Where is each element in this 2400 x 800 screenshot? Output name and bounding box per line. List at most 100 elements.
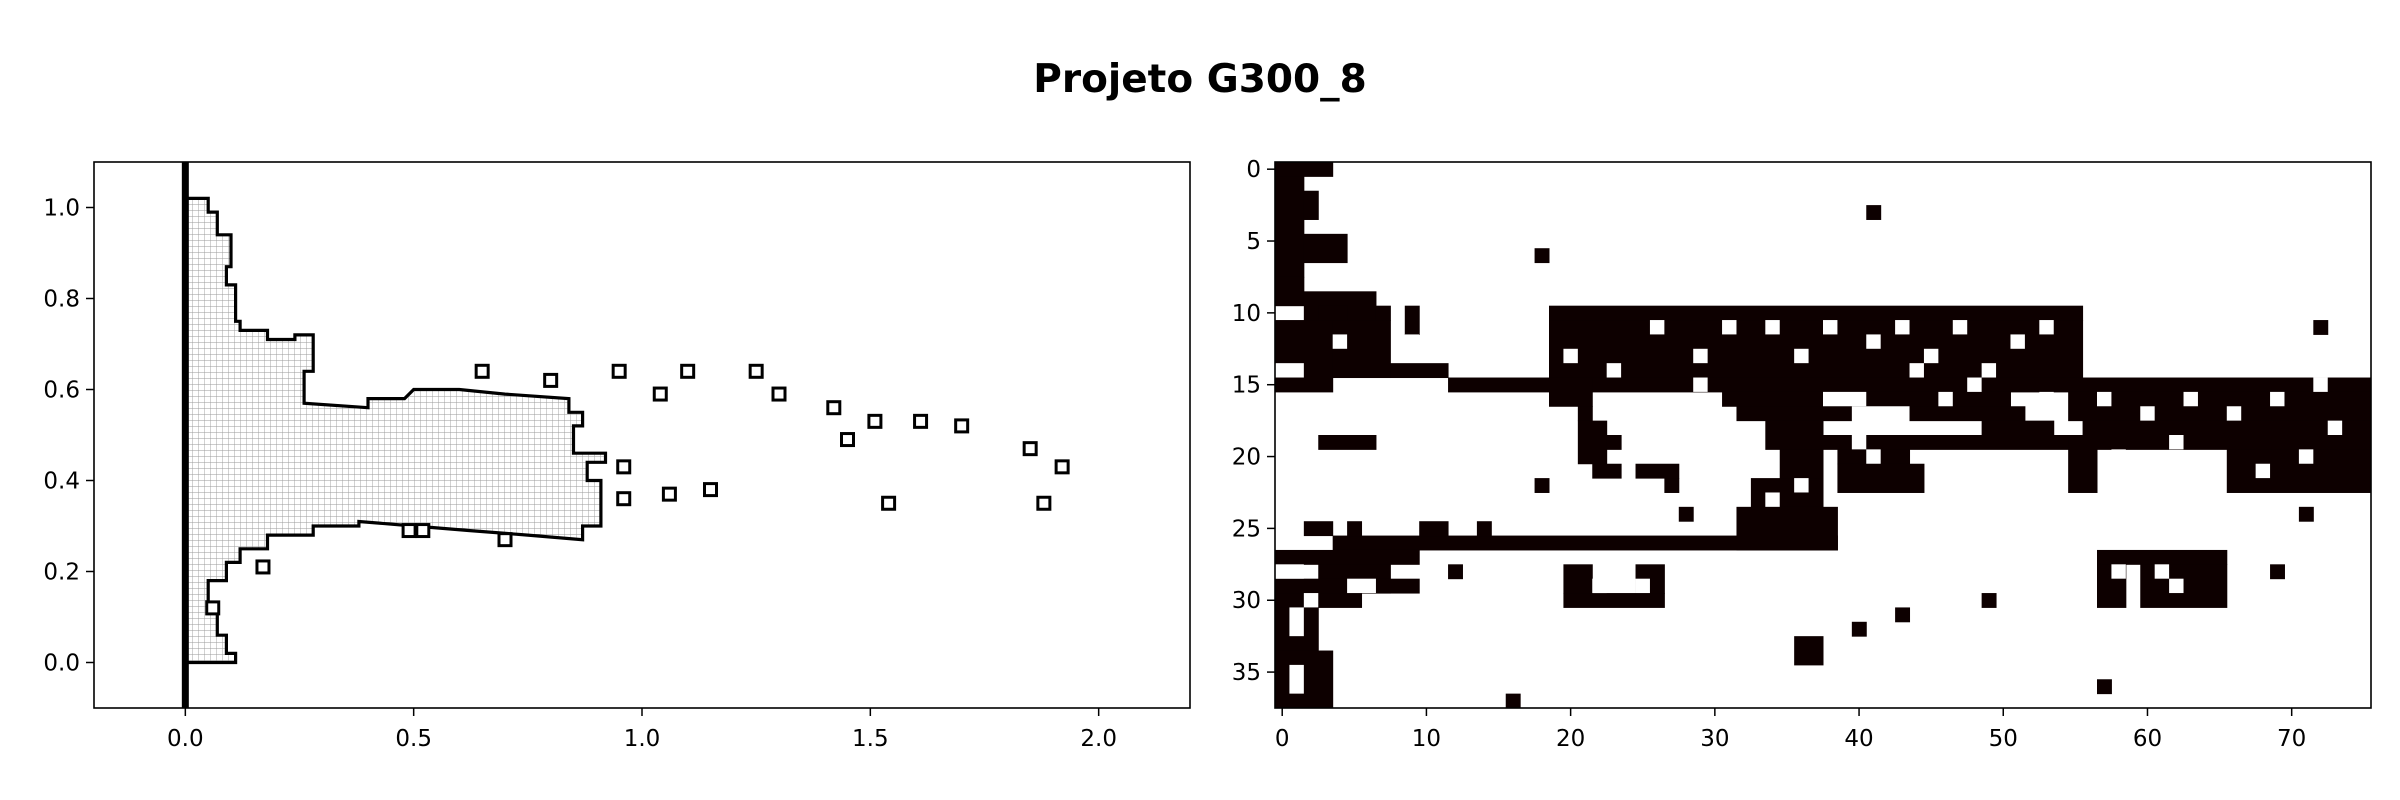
empty-cell: [1794, 348, 1809, 364]
filled-cell: [1895, 607, 1911, 623]
hole-square: [661, 486, 677, 502]
y-tick-label: 30: [1232, 588, 1261, 614]
y-tick-label: 25: [1232, 516, 1261, 542]
filled-cell: [1851, 621, 1867, 637]
x-tick-label: 60: [2133, 726, 2162, 752]
figure-title: Projeto G300_8: [1033, 57, 1367, 102]
filled-cell: [1635, 463, 1680, 479]
empty-cell: [1794, 478, 1809, 493]
y-tick-label: 1.0: [43, 196, 80, 222]
empty-cell: [2154, 564, 2170, 579]
filled-cell: [1794, 636, 1824, 666]
hole-square: [474, 363, 490, 379]
filled-cell: [1275, 320, 1334, 393]
right-x-axis: 0 10 20 30 40 50 60 70: [1275, 708, 2306, 752]
hole-square: [205, 600, 221, 616]
filled-cell: [1275, 176, 1305, 278]
y-tick-label: 0.4: [43, 469, 80, 495]
filled-cell: [1866, 205, 1882, 220]
x-tick-label: 70: [2277, 726, 2306, 752]
filled-cell: [1505, 693, 1521, 708]
filled-cell: [1275, 593, 1363, 608]
empty-cell: [2010, 334, 2025, 349]
empty-cell: [1823, 320, 1838, 335]
hole-square: [611, 363, 627, 379]
filled-cell: [1549, 377, 1593, 407]
empty-cell: [2270, 391, 2285, 407]
hole-square: [1036, 495, 1052, 511]
hole-square: [840, 432, 855, 448]
filled-cell: [2082, 420, 2371, 450]
hole-square: [954, 418, 970, 434]
filled-cell: [2068, 435, 2098, 493]
empty-cell: [1275, 363, 1304, 378]
empty-cell: [1332, 334, 1348, 349]
empty-cell: [2169, 578, 2184, 594]
x-tick-label: 30: [1700, 726, 1729, 752]
x-tick-label: 0.0: [167, 726, 204, 752]
empty-cell: [1693, 377, 1708, 392]
right-y-axis: 0 5 10 15 20 25 30 35: [1232, 157, 1275, 686]
filled-cell: [1981, 593, 1997, 608]
filled-cell: [1765, 420, 1824, 450]
mesh-fill: [185, 198, 606, 663]
filled-cell: [2140, 564, 2228, 608]
hole-square: [703, 482, 718, 498]
empty-cell: [1967, 377, 1982, 392]
x-tick-label: 20: [1556, 726, 1585, 752]
hole-square: [616, 459, 632, 475]
y-tick-label: 5: [1246, 229, 1261, 255]
empty-cell: [1649, 320, 1665, 335]
filled-cell: [1779, 449, 1824, 479]
empty-cell: [1303, 593, 1319, 608]
empty-cell: [1765, 492, 1780, 507]
empty-cell: [2255, 463, 2271, 479]
empty-cell: [1866, 449, 1881, 464]
filled-cell: [1722, 391, 2011, 407]
filled-cell: [2097, 549, 2228, 565]
filled-cell: [1563, 564, 1593, 594]
filled-cell: [1678, 506, 1694, 522]
empty-cell: [1923, 348, 1939, 364]
empty-cell: [2313, 377, 2328, 392]
empty-cell: [1823, 391, 1867, 407]
filled-cell: [1606, 435, 1622, 450]
filled-cell: [1534, 248, 1550, 264]
filled-cell: [1303, 233, 1348, 264]
outline-line: [183, 196, 608, 665]
y-tick-label: 0.0: [43, 651, 80, 677]
filled-cell: [2298, 506, 2314, 522]
filled-cell: [1332, 320, 1391, 379]
hole-square: [771, 386, 787, 402]
y-tick-label: 20: [1232, 445, 1261, 471]
left-plot-panel: 0.0 0.5 1.0 1.5 2.0 0.0 0.2 0.4 0.6 0.8 1.0: [43, 161, 1191, 752]
filled-cell: [1549, 305, 2084, 321]
filled-cell: [1375, 305, 1391, 321]
empty-cell: [1563, 348, 1578, 364]
y-tick-label: 0.2: [43, 560, 80, 586]
filled-cell: [2068, 391, 2371, 422]
hole-square: [680, 363, 696, 379]
filled-cell: [1404, 305, 1420, 335]
empty-cell: [2039, 391, 2054, 407]
empty-cell: [1722, 320, 1737, 335]
filled-cell: [1332, 535, 1838, 551]
empty-cell: [1909, 363, 1924, 378]
empty-cell: [1851, 406, 1910, 435]
filled-cell: [1577, 406, 1593, 422]
right-image-panel: 0 10 20 30 40 50 60 70 0 5 10 15 20 25 30 35: [1232, 157, 2372, 752]
y-tick-label: 0.8: [43, 287, 80, 313]
filled-cell: [1303, 521, 1334, 537]
left-x-axis: 0.0 0.5 1.0 1.5 2.0: [167, 708, 1117, 752]
x-tick-label: 10: [1412, 726, 1441, 752]
y-tick-label: 10: [1232, 301, 1261, 327]
empty-cell: [2140, 406, 2155, 421]
filled-cell: [1534, 478, 1550, 493]
x-tick-label: 1.0: [624, 726, 661, 752]
filled-cell: [2082, 377, 2371, 393]
filled-cell: [1476, 521, 1492, 537]
filled-cell: [2097, 679, 2112, 695]
empty-cell: [1404, 334, 1420, 349]
y-tick-label: 0.6: [43, 378, 80, 404]
x-tick-label: 40: [1844, 726, 1873, 752]
